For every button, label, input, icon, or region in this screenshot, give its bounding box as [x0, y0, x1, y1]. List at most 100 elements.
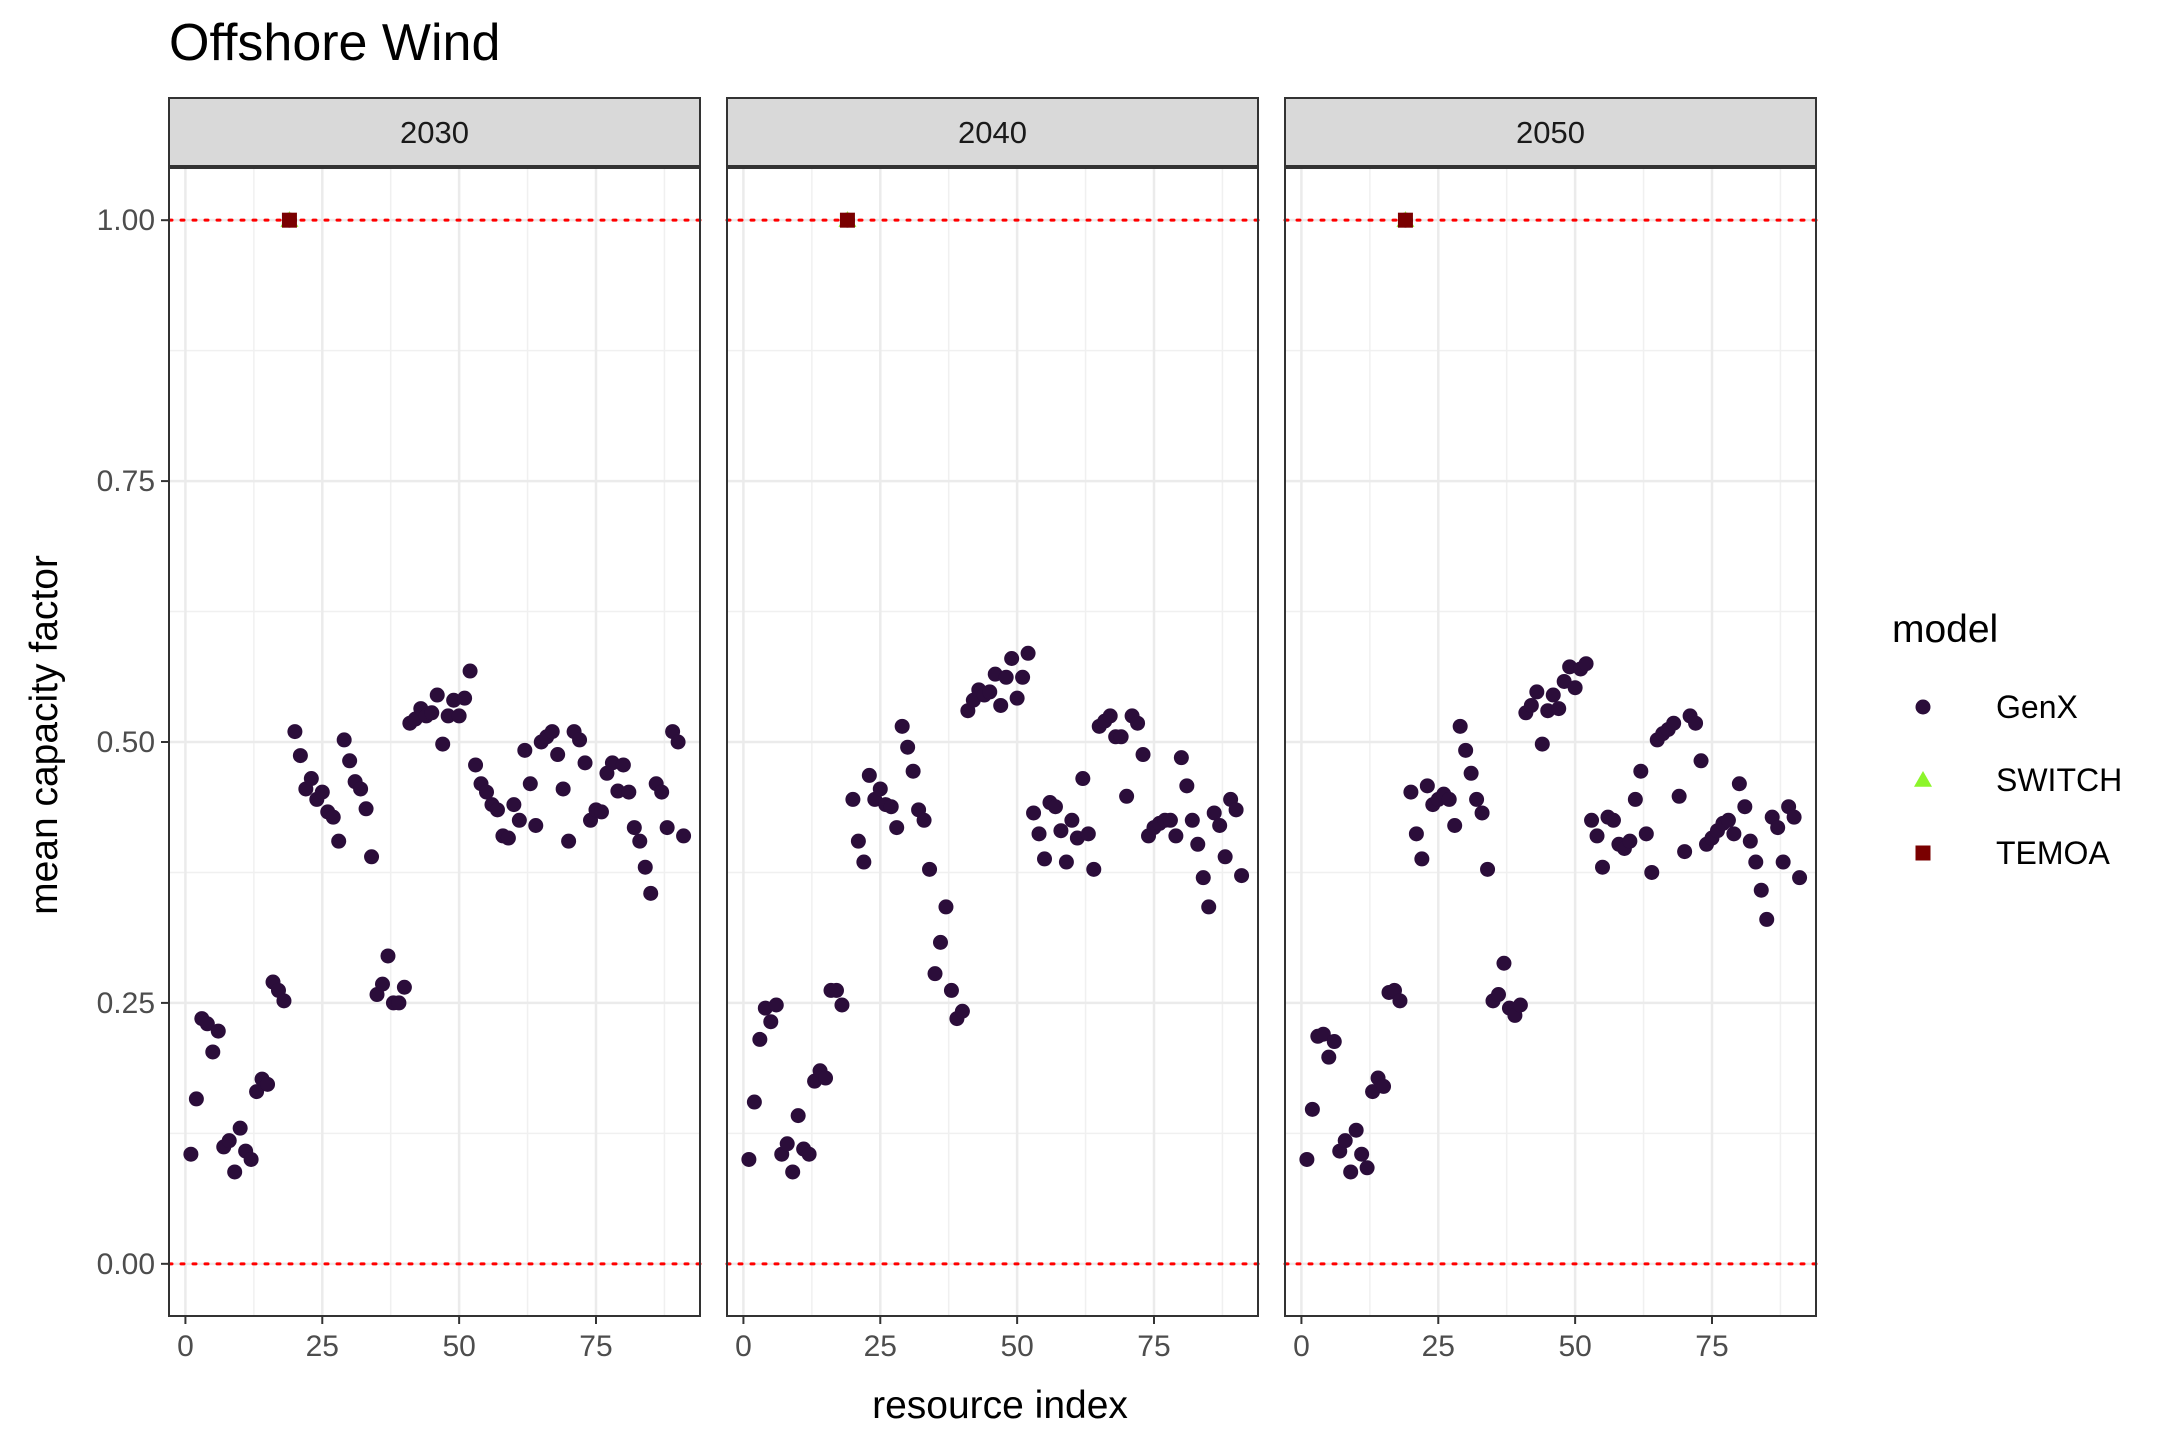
- y-tick-label: 0.75: [97, 465, 155, 498]
- data-point: [845, 791, 861, 807]
- data-point: [1720, 812, 1736, 828]
- legend-key-genx: [1915, 699, 1931, 715]
- data-point: [676, 828, 692, 844]
- data-point: [511, 812, 527, 828]
- data-point: [489, 802, 505, 818]
- data-point: [1458, 742, 1474, 758]
- data-point: [1775, 854, 1791, 870]
- data-point: [517, 742, 533, 758]
- data-point: [1201, 899, 1217, 915]
- data-point: [1512, 997, 1528, 1013]
- data-point: [801, 1146, 817, 1162]
- data-point: [1545, 687, 1561, 703]
- data-point: [1419, 778, 1435, 794]
- data-point: [468, 757, 484, 773]
- x-tick-label: 50: [1558, 1330, 1591, 1363]
- data-point: [276, 993, 292, 1009]
- data-point: [894, 718, 910, 734]
- data-point: [1414, 851, 1430, 867]
- facet-strip-label: 2040: [958, 115, 1027, 150]
- data-point: [1726, 826, 1742, 842]
- data-point: [325, 809, 341, 825]
- data-point: [839, 212, 855, 228]
- y-tick-label: 0.25: [97, 987, 155, 1020]
- data-point: [1348, 1122, 1364, 1138]
- x-tick-label: 0: [735, 1330, 752, 1363]
- data-point: [1026, 805, 1042, 821]
- x-tick-label: 75: [579, 1330, 612, 1363]
- data-point: [232, 1120, 248, 1136]
- data-point: [922, 861, 938, 877]
- data-point: [834, 997, 850, 1013]
- data-point: [1135, 747, 1151, 763]
- data-point: [1195, 870, 1211, 886]
- data-point: [479, 784, 495, 800]
- data-point: [632, 833, 648, 849]
- data-point: [462, 663, 478, 679]
- legend-label: GenX: [1996, 689, 2078, 725]
- data-point: [1173, 750, 1189, 766]
- data-point: [391, 995, 407, 1011]
- data-point: [1737, 799, 1753, 815]
- legend-entry-temoa: TEMOA: [1915, 835, 2110, 871]
- data-point: [621, 784, 637, 800]
- data-point: [1567, 680, 1583, 696]
- data-point: [1595, 859, 1611, 875]
- data-point: [1376, 1078, 1392, 1094]
- data-point: [1031, 826, 1047, 842]
- data-point: [342, 753, 358, 769]
- data-point: [1053, 823, 1069, 839]
- series-genx: [1299, 212, 1808, 1180]
- data-point: [1102, 708, 1118, 724]
- data-point: [1469, 791, 1485, 807]
- chart-title: Offshore Wind: [169, 14, 500, 72]
- data-point: [522, 776, 538, 792]
- data-point: [1119, 788, 1135, 804]
- data-point: [221, 1133, 237, 1149]
- x-tick-label: 75: [1695, 1330, 1728, 1363]
- data-point: [303, 771, 319, 787]
- data-point: [561, 833, 577, 849]
- facet-strip: [726, 97, 1259, 167]
- facet-panels: 2030 0 25 50 75 0.00 0.25 0.50 0.75 1.00 2040 0 25 50…: [97, 97, 1818, 1363]
- y-tick-label: 0.00: [97, 1248, 155, 1281]
- data-point: [1015, 669, 1031, 685]
- x-tick-label: 25: [306, 1330, 339, 1363]
- data-point: [1086, 861, 1102, 877]
- data-point: [1474, 805, 1490, 821]
- data-point: [1037, 851, 1053, 867]
- x-tick-label: 75: [1137, 1330, 1170, 1363]
- legend-entry-switch: SWITCH: [1914, 762, 2122, 798]
- data-point: [1578, 656, 1594, 672]
- data-point: [429, 687, 445, 703]
- data-point: [374, 976, 390, 992]
- y-tick-label: 1.00: [97, 204, 155, 237]
- facet-strip-label: 2050: [1516, 115, 1585, 150]
- data-point: [1403, 784, 1419, 800]
- data-point: [872, 781, 888, 797]
- data-point: [281, 212, 297, 228]
- data-point: [1480, 861, 1496, 877]
- data-point: [1605, 812, 1621, 828]
- data-point: [1184, 812, 1200, 828]
- y-axis-title: mean capacity factor: [23, 555, 66, 915]
- data-point: [1162, 812, 1178, 828]
- data-point: [1168, 828, 1184, 844]
- data-point: [768, 997, 784, 1013]
- data-point: [889, 820, 905, 836]
- data-point: [1770, 820, 1786, 836]
- data-point: [637, 859, 653, 875]
- data-point: [1638, 826, 1654, 842]
- data-point: [1584, 812, 1600, 828]
- legend-key-switch: [1914, 771, 1932, 787]
- panel-border: [726, 167, 1259, 1317]
- data-point: [1408, 826, 1424, 842]
- data-point: [1190, 836, 1206, 852]
- data-point: [850, 833, 866, 849]
- data-point: [670, 734, 686, 750]
- data-point: [654, 784, 670, 800]
- x-tick-label: 25: [1422, 1330, 1455, 1363]
- data-point: [1556, 673, 1572, 689]
- data-point: [457, 690, 473, 706]
